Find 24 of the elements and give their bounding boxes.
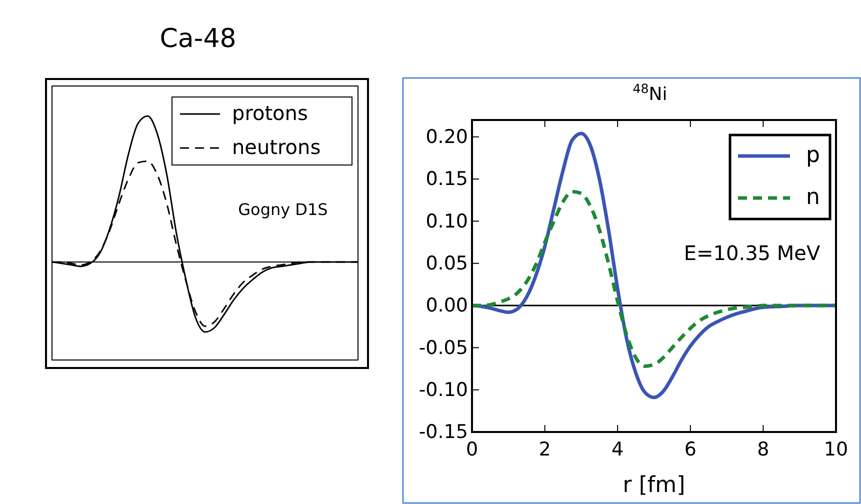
x-tick-label: 10 bbox=[824, 438, 848, 460]
y-tick-label: -0.15 bbox=[418, 421, 468, 444]
legend-label: protons bbox=[232, 101, 308, 125]
x-tick-label: 6 bbox=[684, 438, 696, 460]
annotation: Gogny D1S bbox=[238, 200, 328, 219]
x-tick-label: 0 bbox=[466, 438, 478, 460]
y-tick-label: -0.05 bbox=[418, 336, 468, 359]
x-axis-title: r [fm] bbox=[622, 473, 686, 498]
x-tick-label: 2 bbox=[538, 438, 551, 460]
line-series bbox=[472, 190, 836, 368]
chart-title: Ca-48 bbox=[160, 24, 236, 54]
y-tick-label: 0.05 bbox=[426, 252, 468, 274]
legend-label: neutrons bbox=[232, 135, 321, 159]
annotation: E=10.35 MeV bbox=[684, 241, 820, 265]
y-tick-label: 0.10 bbox=[426, 210, 468, 232]
y-tick-label: 0.15 bbox=[426, 168, 468, 190]
legend-label: p bbox=[806, 143, 820, 168]
x-tick-label: 8 bbox=[757, 438, 770, 460]
legend-label: n bbox=[806, 185, 820, 210]
y-tick-label: 0.00 bbox=[426, 294, 468, 317]
y-tick-label: 0.20 bbox=[426, 126, 468, 148]
chart-title: $^{48}$Ni bbox=[632, 80, 668, 105]
y-tick-label: -0.10 bbox=[418, 378, 468, 401]
x-tick-label: 4 bbox=[612, 438, 624, 460]
